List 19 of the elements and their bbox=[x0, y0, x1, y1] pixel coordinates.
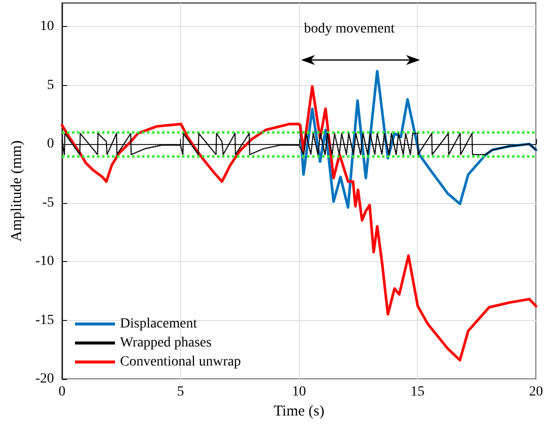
x-tick-label: 15 bbox=[410, 384, 424, 400]
y-tick-label: -10 bbox=[35, 254, 54, 269]
x-tick-label: 5 bbox=[177, 384, 184, 400]
y-tick-label: 5 bbox=[47, 78, 54, 93]
y-axis-title: Amplitude (mm) bbox=[8, 140, 25, 242]
y-tick-label: 0 bbox=[47, 136, 54, 152]
legend-label: Wrapped phases bbox=[120, 336, 212, 350]
x-axis-title: Time (s) bbox=[274, 403, 324, 420]
y-tick-label: -20 bbox=[35, 372, 54, 386]
y-tick-label: -15 bbox=[35, 312, 54, 328]
x-tick-label: 0 bbox=[58, 384, 66, 400]
x-tick-label: 10 bbox=[292, 384, 306, 400]
y-tick-label: 10 bbox=[40, 19, 54, 34]
legend-label: Displacement bbox=[120, 316, 198, 332]
line-series bbox=[61, 132, 537, 156]
y-tick-label: -5 bbox=[42, 195, 54, 210]
legend-label: Conventional unwrap bbox=[120, 354, 241, 370]
x-tick-label: 20 bbox=[529, 384, 543, 400]
annotation: body movement bbox=[304, 22, 395, 36]
